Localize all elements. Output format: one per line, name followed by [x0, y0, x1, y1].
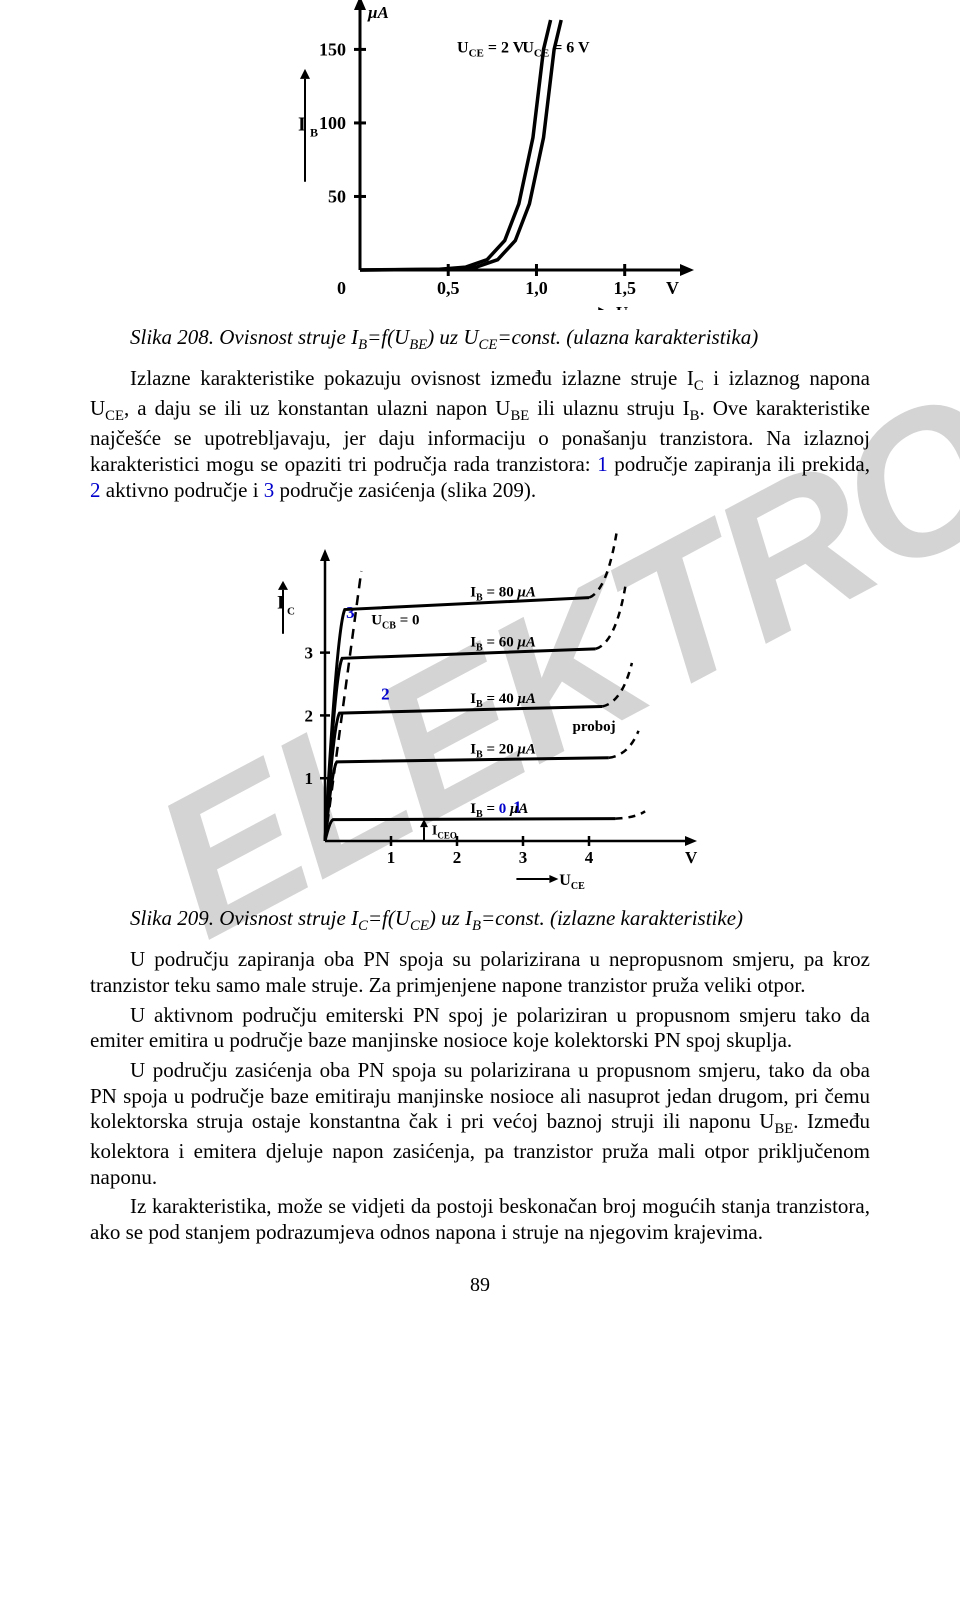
figure-1: 501001500,51,01,50μAVIBUBEUCE = 2 VUCE =…: [90, 0, 870, 315]
svg-text:UCE: UCE: [559, 872, 585, 891]
paragraph-4: U području zasićenja oba PN spoja su pol…: [90, 1058, 870, 1191]
svg-text:0,5: 0,5: [437, 278, 460, 298]
svg-text:3: 3: [346, 603, 355, 622]
paragraph-5: Iz karakteristika, može se vidjeti da po…: [90, 1194, 870, 1245]
svg-text:ICEO: ICEO: [432, 824, 457, 841]
caption-1-text: Slika 208. Ovisnost struje I: [130, 325, 358, 349]
paragraph-2: U području zapiranja oba PN spoja su pol…: [90, 947, 870, 998]
svg-text:UCE = 6 V: UCE = 6 V: [522, 39, 590, 59]
svg-text:150: 150: [319, 39, 346, 59]
figure-1-svg: 501001500,51,01,50μAVIBUBEUCE = 2 VUCE =…: [260, 0, 700, 310]
paragraph-1: Izlazne karakteristike pokazuju ovisnost…: [90, 366, 870, 503]
paragraph-3: U aktivnom području emiterski PN spoj je…: [90, 1003, 870, 1054]
caption-2: Slika 209. Ovisnost struje IC=f(UCE) uz …: [90, 906, 870, 935]
svg-text:3: 3: [305, 644, 314, 663]
svg-text:100: 100: [319, 113, 346, 133]
svg-text:0: 0: [337, 278, 346, 298]
svg-text:μA: μA: [367, 3, 389, 22]
svg-text:50: 50: [328, 186, 346, 206]
svg-text:V: V: [685, 848, 698, 867]
svg-text:V: V: [666, 278, 679, 298]
svg-text:B: B: [310, 125, 318, 139]
svg-text:2: 2: [453, 848, 462, 867]
svg-text:C: C: [287, 606, 295, 618]
svg-text:1: 1: [387, 848, 396, 867]
caption-1: Slika 208. Ovisnost struje IB=f(UBE) uz …: [90, 325, 870, 354]
svg-text:proboj: proboj: [573, 719, 616, 735]
svg-text:1,0: 1,0: [525, 278, 548, 298]
svg-text:1,5: 1,5: [613, 278, 636, 298]
svg-text:3: 3: [519, 848, 528, 867]
svg-text:U: U: [616, 303, 628, 310]
svg-text:UCB = 0: UCB = 0: [371, 613, 419, 632]
figure-2: 1231234VICUCEUCB = 0123IB = 80 μAIB = 60…: [90, 531, 870, 896]
caption-2-text: Slika 209. Ovisnost struje I: [130, 906, 358, 930]
svg-text:IB = 0 μA: IB = 0 μA: [470, 801, 528, 820]
svg-text:4: 4: [585, 848, 594, 867]
svg-text:UCE = 2 V: UCE = 2 V: [457, 39, 525, 59]
svg-text:2: 2: [305, 707, 314, 726]
figure-2-svg: 1231234VICUCEUCB = 0123IB = 80 μAIB = 60…: [245, 531, 715, 891]
svg-text:1: 1: [305, 769, 314, 788]
svg-text:2: 2: [381, 685, 390, 704]
page-number: 89: [90, 1274, 870, 1297]
